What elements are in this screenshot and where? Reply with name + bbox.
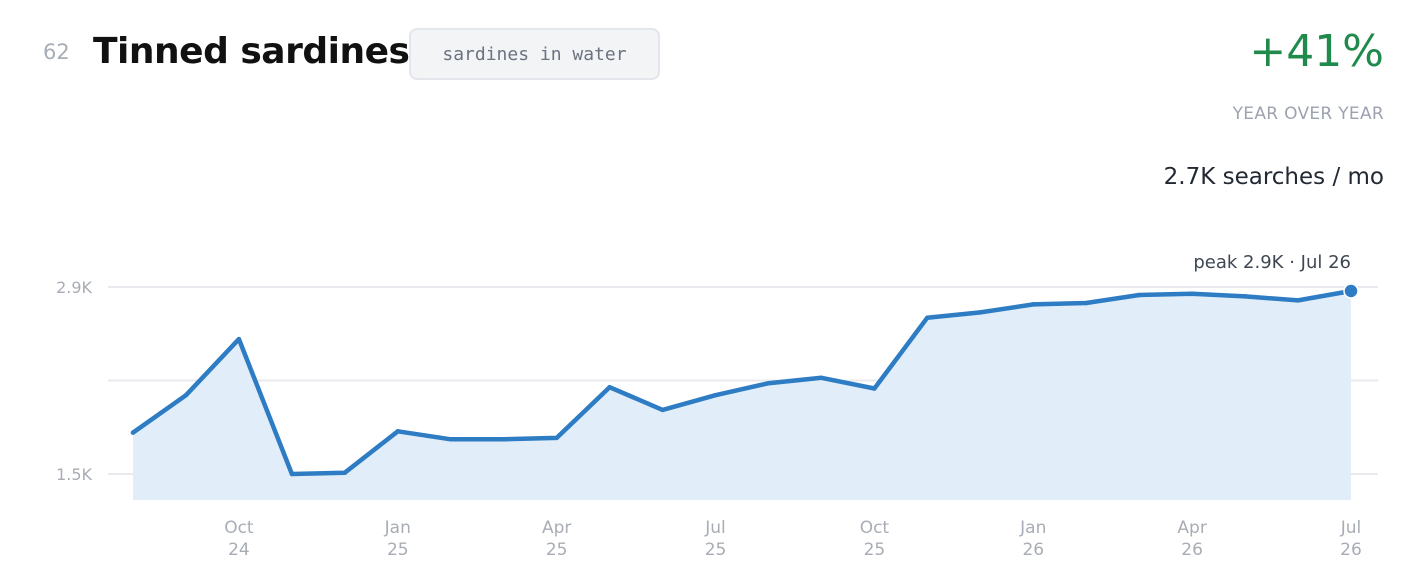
data-point: [1031, 302, 1036, 307]
data-point: [978, 310, 983, 315]
y-axis-ticks: 1.5K 2.9K: [56, 278, 92, 484]
data-point: [766, 380, 771, 386]
x-tick-year: 25: [546, 540, 568, 560]
data-point: [1084, 300, 1089, 306]
series-line: [130, 288, 1354, 477]
growth-label: YEAR OVER YEAR: [1232, 104, 1384, 124]
data-point: [925, 315, 930, 320]
data-point: [819, 375, 824, 381]
x-tick-month: Apr: [542, 518, 571, 538]
x-tick-month: Jul: [704, 518, 726, 538]
data-point: [607, 384, 612, 390]
peak-point: [1343, 283, 1359, 299]
x-tick-month: Jul: [1340, 518, 1362, 538]
data-point: [554, 435, 559, 441]
y-tick-label: 2.9K: [56, 278, 92, 297]
x-tick-year: 25: [387, 540, 409, 560]
x-tick-year: 25: [705, 540, 727, 560]
y-tick-label: 1.5K: [56, 465, 92, 484]
data-point: [1242, 294, 1248, 299]
keyword-tag[interactable]: sardines in water: [409, 28, 660, 80]
data-point: [713, 392, 718, 398]
x-tick-month: Jan: [384, 518, 411, 538]
data-point: [872, 386, 877, 391]
x-tick-month: Oct: [224, 518, 254, 538]
data-point: [448, 437, 453, 442]
x-tick-year: 26: [1340, 540, 1362, 560]
data-point: [130, 430, 136, 435]
area-fill: [133, 291, 1351, 500]
data-point: [289, 471, 295, 477]
x-tick-year: 26: [1181, 540, 1203, 560]
rank-number: 62: [43, 40, 70, 64]
data-point: [501, 437, 506, 442]
x-tick-year: 26: [1022, 540, 1044, 560]
x-tick-year: 25: [864, 540, 886, 560]
page-title: Tinned sardines: [93, 31, 410, 72]
data-point: [1189, 291, 1195, 296]
data-point: [1136, 292, 1142, 298]
peak-annotation: peak 2.9K · Jul 26: [1193, 252, 1351, 273]
x-tick-month: Jan: [1019, 518, 1046, 538]
x-tick-month: Apr: [1177, 518, 1206, 538]
data-point: [342, 470, 348, 475]
data-point: [236, 336, 242, 342]
search-volume: 2.7K searches / mo: [1163, 164, 1384, 190]
data-point: [183, 392, 189, 398]
data-points: [130, 283, 1359, 477]
x-tick-month: Oct: [860, 518, 890, 538]
growth-value: +41%: [1249, 26, 1384, 77]
data-point: [1295, 298, 1301, 303]
x-tick-year: 24: [228, 540, 250, 560]
data-point: [660, 407, 665, 413]
data-point: [395, 429, 400, 434]
